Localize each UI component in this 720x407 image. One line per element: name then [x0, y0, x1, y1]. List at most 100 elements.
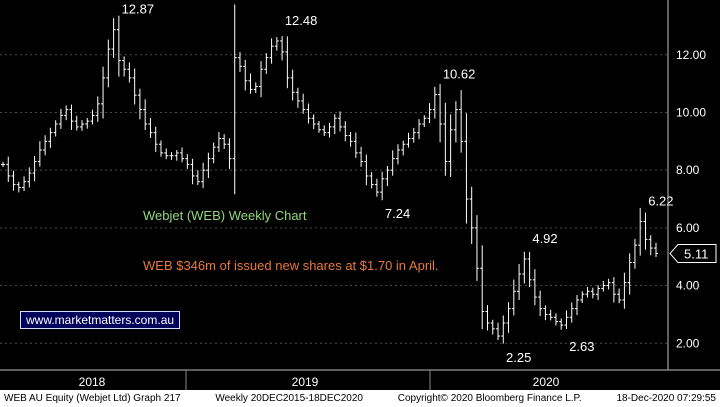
price-bar	[311, 114, 316, 130]
price-bar	[364, 154, 369, 186]
price-bar	[606, 278, 611, 290]
price-annotation: 4.92	[532, 231, 557, 246]
price-bar	[248, 73, 253, 94]
price-bar	[216, 131, 221, 153]
price-bar	[380, 171, 385, 201]
price-bar	[164, 148, 169, 160]
price-bar	[401, 140, 406, 156]
price-bar	[74, 115, 79, 131]
price-bar	[32, 155, 37, 182]
price-bar	[543, 305, 548, 321]
price-bar	[37, 141, 42, 167]
price-bar	[16, 181, 21, 193]
price-annotation: 12.48	[285, 13, 318, 28]
price-bar	[395, 144, 400, 165]
price-bar	[343, 121, 348, 142]
price-bar	[469, 186, 474, 244]
price-bar	[274, 36, 279, 51]
y-tick-label: 10.00	[676, 105, 706, 119]
price-bar	[443, 102, 448, 176]
price-bar	[6, 156, 11, 182]
price-bar	[185, 154, 190, 169]
price-bar	[201, 162, 206, 189]
price-bar	[338, 111, 343, 132]
x-year-label: 2020	[533, 375, 560, 389]
price-bar	[464, 113, 469, 224]
y-tick-label: 8.00	[676, 163, 700, 177]
price-bar	[406, 132, 411, 148]
price-bar	[195, 170, 200, 186]
price-bar	[143, 99, 148, 130]
price-bar	[453, 101, 458, 143]
price-bar	[116, 15, 121, 77]
price-bar	[180, 147, 185, 163]
price-bar	[243, 59, 248, 91]
y-axis: 2.00 4.00 6.00 8.00 10.00 12.00 5.11	[667, 0, 717, 370]
price-bar	[11, 170, 16, 191]
price-bar	[596, 285, 601, 300]
footer-security: WEB AU Equity (Webjet Ltd) Graph 217	[4, 393, 181, 404]
price-bar	[95, 96, 100, 122]
price-bar	[506, 302, 511, 333]
price-bar	[632, 238, 637, 269]
price-bar	[322, 125, 327, 137]
price-bar	[532, 269, 537, 306]
price-bar	[611, 277, 616, 303]
footer-bar: WEB AU Equity (Webjet Ltd) Graph 217 Wee…	[0, 390, 720, 407]
price-bar	[353, 132, 358, 158]
price-bar	[411, 127, 416, 143]
ohlc-bars	[1, 4, 658, 344]
price-bar	[1, 161, 5, 168]
price-bar	[490, 319, 495, 335]
price-bar	[79, 120, 84, 131]
price-bar	[580, 291, 585, 303]
price-bar	[227, 138, 232, 169]
price-bar	[111, 18, 116, 58]
price-bar	[22, 176, 27, 192]
price-bar	[132, 68, 137, 105]
last-price-marker: 5.11	[669, 244, 717, 264]
price-annotation: 7.24	[385, 206, 410, 221]
price-bar	[474, 215, 479, 281]
price-bar	[617, 288, 622, 304]
price-bar	[259, 61, 264, 98]
price-bar	[527, 251, 532, 287]
price-bar	[359, 146, 364, 167]
price-bar	[638, 207, 643, 256]
price-bar	[237, 51, 242, 73]
price-bar	[269, 38, 274, 64]
price-annotation: 2.25	[506, 350, 531, 365]
price-bar	[501, 315, 506, 344]
price-bar	[222, 134, 227, 150]
last-price-label: 5.11	[684, 247, 708, 262]
price-bar	[285, 36, 290, 89]
price-bar	[253, 82, 258, 94]
price-bar	[654, 242, 658, 258]
price-bar	[538, 290, 543, 317]
price-bar	[601, 280, 606, 292]
price-bar	[206, 152, 211, 179]
price-bar	[27, 167, 32, 188]
price-bar	[569, 302, 574, 323]
price-bar	[316, 121, 321, 133]
price-bar	[122, 56, 127, 77]
price-bar	[385, 165, 390, 187]
y-tick-label: 6.00	[676, 221, 700, 235]
price-bar	[48, 127, 53, 148]
price-bar	[422, 115, 427, 128]
price-bar	[622, 272, 627, 309]
website-link[interactable]: www.marketmatters.com.au	[20, 311, 181, 329]
price-bar	[585, 286, 590, 298]
price-bar	[158, 140, 163, 157]
price-bar	[432, 86, 437, 119]
price-bar	[295, 87, 300, 108]
price-bar	[496, 322, 501, 341]
price-bar	[327, 122, 332, 138]
price-bar	[64, 105, 69, 121]
price-bar	[332, 114, 337, 135]
price-annotations: 12.87 12.48 10.62 7.24 4.92 6.22 2.25 2.63	[122, 2, 674, 365]
price-bar	[427, 103, 432, 124]
price-bar	[559, 318, 564, 330]
price-bar	[448, 114, 453, 177]
price-bar	[232, 4, 237, 195]
